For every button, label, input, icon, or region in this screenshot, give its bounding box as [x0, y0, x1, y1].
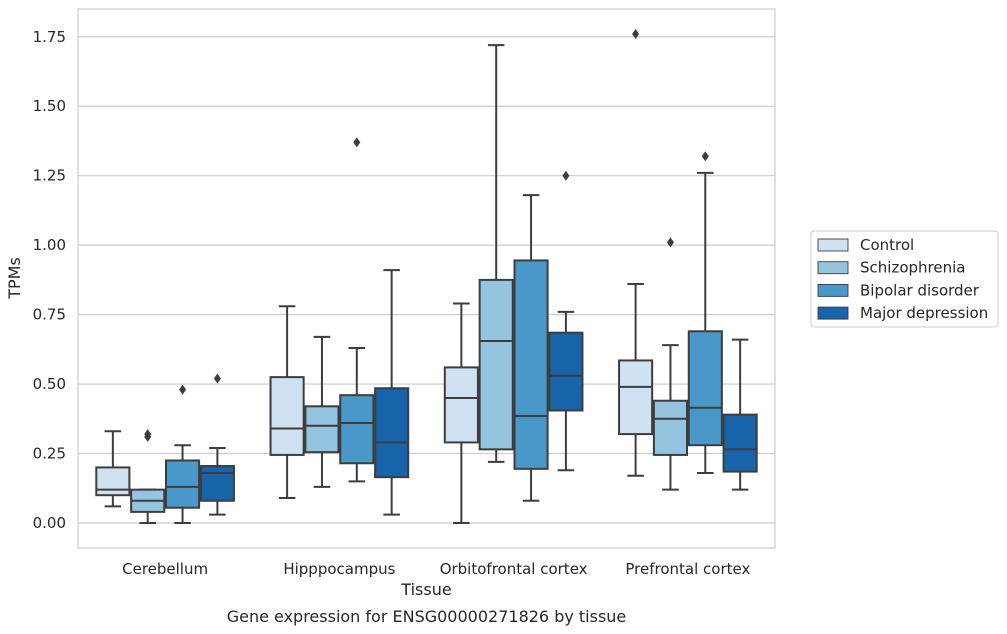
box-major-depression	[722, 338, 758, 491]
x-tick-label: Hipppocampus	[283, 560, 395, 578]
box-major-depression	[374, 269, 410, 516]
legend-label: Control	[860, 236, 914, 254]
outlier-point	[701, 151, 709, 162]
box-body	[478, 278, 514, 451]
legend-label: Schizophrenia	[860, 259, 965, 277]
category-group	[618, 29, 758, 491]
x-tick-label: Cerebellum	[122, 560, 208, 578]
legend-frame	[810, 230, 999, 328]
category-group	[95, 373, 235, 524]
legend-items: Control Schizophrenia Bipolar disorder Majo…	[817, 236, 988, 322]
box-major-depression	[548, 170, 584, 472]
box-body	[199, 465, 235, 502]
box-body	[304, 405, 340, 454]
outlier-point	[562, 170, 570, 181]
box-body	[548, 331, 584, 412]
box-control	[443, 302, 479, 524]
box-schizophrenia	[130, 429, 166, 524]
y-tick-label: 0.50	[33, 375, 66, 393]
box-body	[652, 399, 689, 456]
y-axis-label: TPMs	[5, 257, 24, 300]
plot-frame	[77, 8, 776, 549]
box-control	[618, 29, 654, 477]
box-bipolar-disorder	[687, 151, 723, 474]
legend-label: Major depression	[860, 304, 988, 322]
legend-item: Schizophrenia	[817, 259, 965, 277]
box-schizophrenia	[478, 44, 514, 463]
y-tick-labels: 0.00 0.25 0.50 0.75 1.00 1.25 1.50 1.75	[33, 28, 66, 532]
y-tick-label: 1.75	[33, 28, 66, 46]
legend-label: Bipolar disorder	[860, 281, 980, 299]
outlier-point	[144, 429, 152, 440]
outlier-point	[179, 384, 187, 395]
outlier-point	[632, 29, 640, 40]
figure-caption: Gene expression for ENSG00000271826 by t…	[227, 607, 627, 626]
box-body	[722, 413, 758, 473]
legend-swatch	[817, 283, 849, 297]
y-tick-label: 1.50	[33, 97, 66, 115]
box-control	[269, 305, 305, 499]
box-groups	[95, 29, 758, 524]
outlier-point	[353, 137, 361, 148]
y-tick-label: 0.75	[33, 306, 66, 324]
box-bipolar-disorder	[513, 194, 549, 502]
y-tick-label: 1.00	[33, 236, 66, 254]
legend-swatch	[817, 306, 849, 320]
outlier-point	[666, 237, 674, 248]
legend-item: Major depression	[817, 304, 988, 322]
y-tick-label: 0.00	[33, 514, 66, 532]
box-body	[618, 359, 654, 436]
box-body	[687, 330, 723, 447]
box-body	[443, 366, 479, 444]
y-tick-label: 1.25	[33, 167, 66, 185]
x-tick-label: Orbitofrontal cortex	[440, 560, 588, 578]
category-group	[269, 137, 410, 516]
legend-item: Bipolar disorder	[817, 281, 980, 299]
box-body	[374, 387, 410, 479]
legend: Control Schizophrenia Bipolar disorder Majo…	[810, 230, 999, 328]
legend-swatch	[817, 238, 849, 252]
box-bipolar-disorder	[339, 137, 375, 483]
y-tick-label: 0.25	[33, 445, 66, 463]
category-group	[443, 44, 584, 524]
box-major-depression	[199, 373, 235, 516]
box-bipolar-disorder	[164, 384, 201, 524]
box-body	[95, 466, 131, 497]
legend-swatch	[817, 261, 849, 275]
box-body	[269, 376, 305, 456]
gridlines	[78, 36, 775, 524]
box-schizophrenia	[652, 237, 689, 491]
x-tick-labels: Cerebellum Hipppocampus Orbitofrontal cort…	[122, 560, 750, 578]
legend-item: Control	[817, 236, 914, 254]
x-axis-label: Tissue	[400, 580, 451, 599]
box-body	[339, 394, 375, 465]
outlier-point	[213, 373, 221, 384]
box-body	[513, 259, 549, 470]
box-schizophrenia	[304, 335, 340, 488]
box-body	[164, 459, 201, 509]
box-control	[95, 430, 131, 508]
x-tick-label: Prefrontal cortex	[625, 560, 750, 578]
